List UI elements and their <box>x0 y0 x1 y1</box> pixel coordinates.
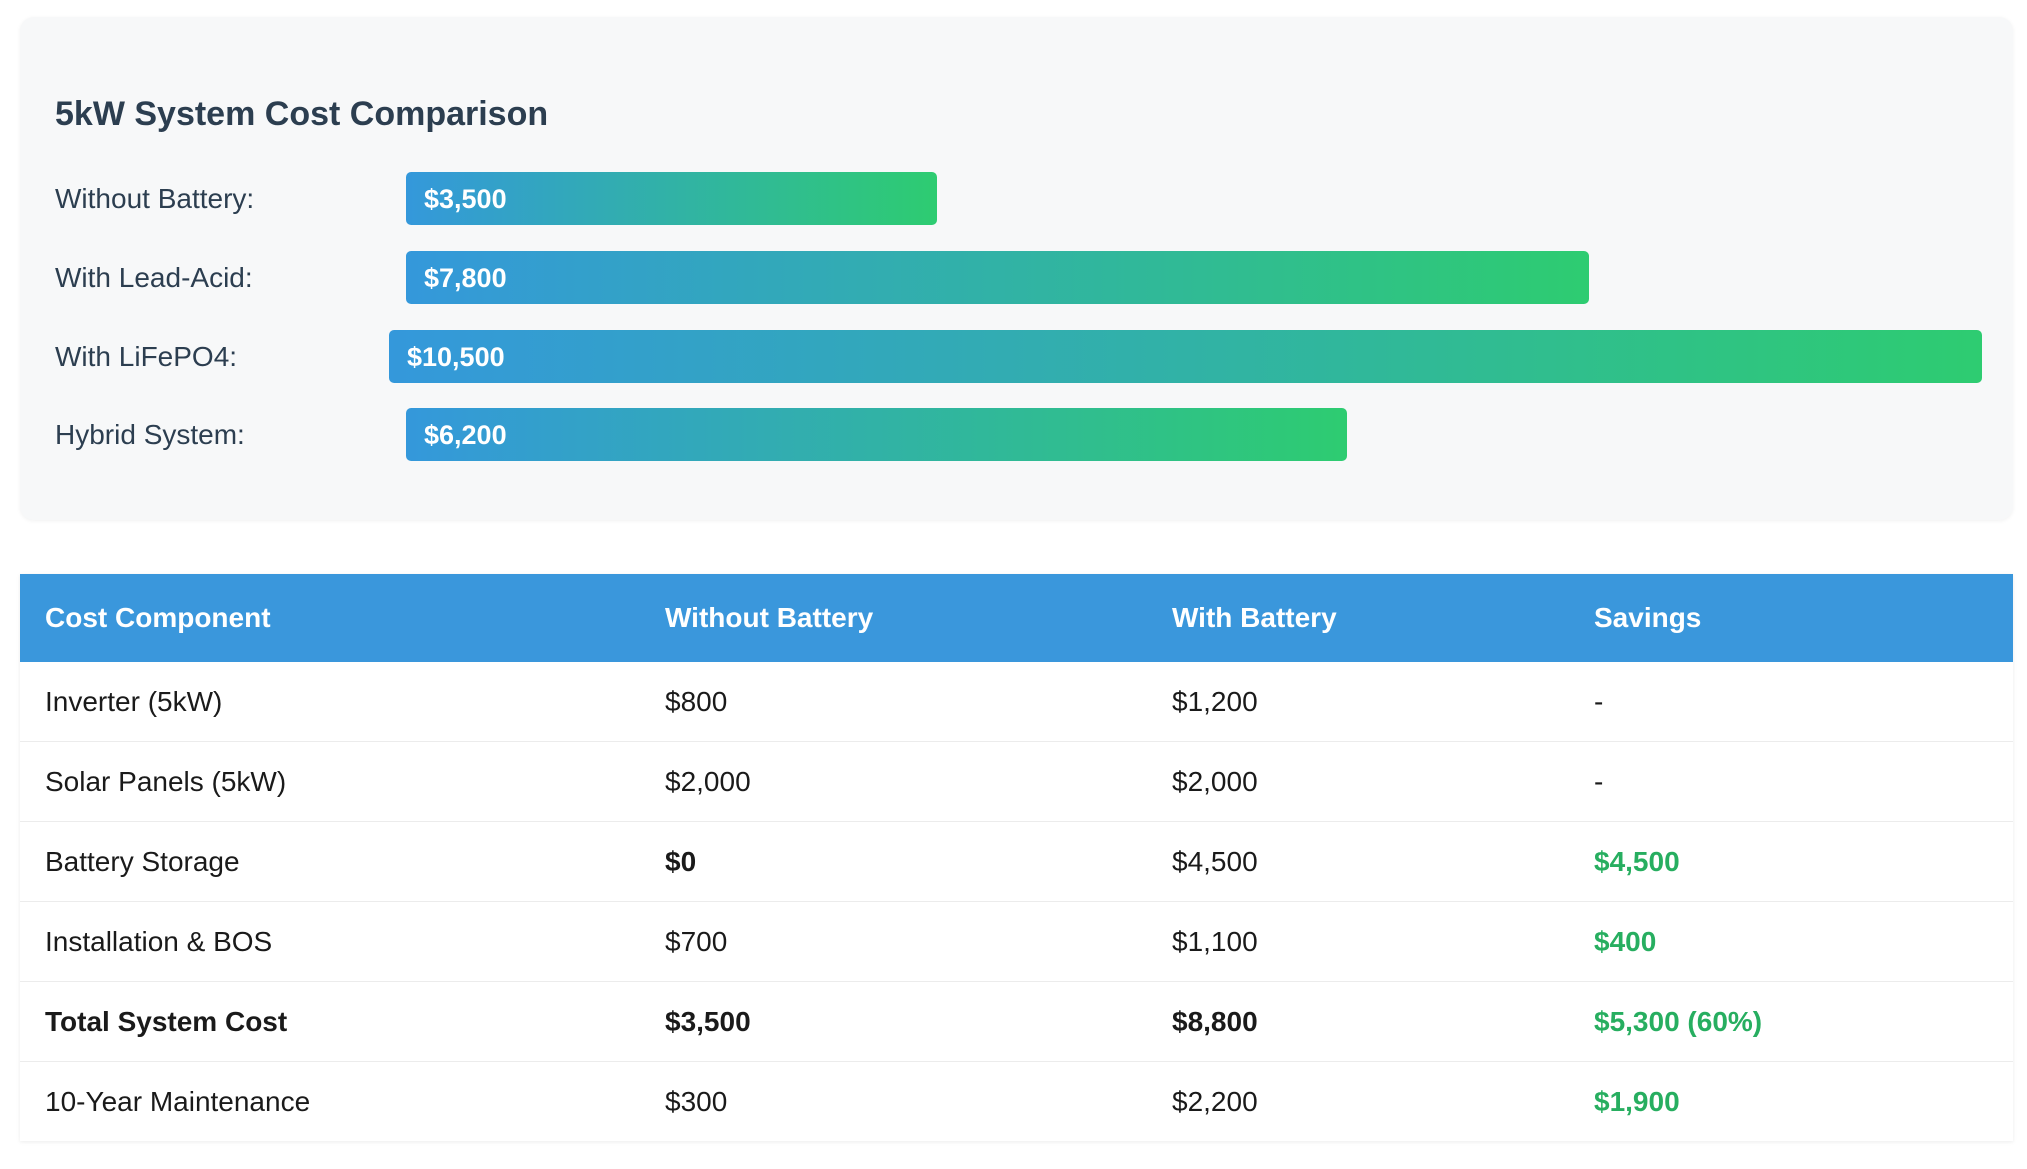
cost-comparison-chart: 5kW System Cost Comparison Without Batte… <box>20 17 2013 520</box>
with-battery-cell: $1,200 <box>1147 662 1569 742</box>
bar-label: With LiFePO4: <box>55 341 238 372</box>
chart-title: 5kW System Cost Comparison <box>55 95 549 133</box>
with-battery-cell: $8,800 <box>1147 981 1569 1062</box>
table-row: Installation & BOS $700 $1,100 $400 <box>20 901 2013 982</box>
bar-label: Hybrid System: <box>55 419 245 450</box>
without-battery-cell: $700 <box>640 901 1147 982</box>
savings-cell: $1,900 <box>1594 1085 1680 1117</box>
savings-cell: - <box>1569 741 2013 822</box>
without-battery-cell: $3,500 <box>640 981 1147 1062</box>
bar-row-without-battery: Without Battery: $3,500 <box>20 172 2013 225</box>
bar-row-hybrid: Hybrid System: $6,200 <box>20 408 2013 461</box>
bar-label: With Lead-Acid: <box>55 262 253 293</box>
bar-svg: $3,500 <box>406 172 937 225</box>
bar-value-label: $3,500 <box>424 184 507 214</box>
component-cell: Solar Panels (5kW) <box>20 741 640 822</box>
without-battery-cell: $300 <box>665 1085 728 1117</box>
column-header: Without Battery <box>640 574 1147 662</box>
table-row-total: Total System Cost $3,500 $8,800 $5,300 (… <box>20 981 2013 1062</box>
without-battery-cell: $800 <box>640 662 1147 742</box>
bar <box>406 172 937 225</box>
column-header: Cost Component <box>20 574 640 662</box>
bar-svg: $10,500 <box>389 330 1982 383</box>
with-battery-cell: $4,500 <box>1147 821 1569 902</box>
without-battery-cell: $2,000 <box>640 741 1147 822</box>
bar <box>406 251 1589 304</box>
cost-table: Cost Component Without Battery With Batt… <box>20 574 2013 1141</box>
bar-value-label: $10,500 <box>407 342 505 372</box>
column-header: With Battery <box>1147 574 1569 662</box>
table-row: Inverter (5kW) $800 $1,200 - <box>20 662 2013 742</box>
table-row: Solar Panels (5kW) $2,000 $2,000 - <box>20 741 2013 822</box>
component-cell: 10-Year Maintenance <box>45 1085 311 1117</box>
bar-svg: $6,200 <box>406 408 1347 461</box>
bar <box>406 408 1347 461</box>
bar-row-lifepo4: With LiFePO4: $10,500 <box>20 330 2013 383</box>
with-battery-cell: $2,200 <box>1172 1085 1258 1117</box>
savings-cell: $5,300 (60%) <box>1569 981 2013 1062</box>
component-cell: Battery Storage <box>20 821 640 902</box>
component-cell: Installation & BOS <box>20 901 640 982</box>
component-cell: Total System Cost <box>20 981 640 1062</box>
savings-cell: $400 <box>1569 901 2013 982</box>
bar-label: Without Battery: <box>55 183 255 214</box>
savings-cell: - <box>1569 662 2013 742</box>
savings-cell: $4,500 <box>1569 821 2013 902</box>
bar-value-label: $7,800 <box>424 263 507 293</box>
bar-svg: $7,800 <box>406 251 1589 304</box>
without-battery-cell: $0 <box>640 821 1147 902</box>
with-battery-cell: $2,000 <box>1147 741 1569 822</box>
table-row: Battery Storage $0 $4,500 $4,500 <box>20 821 2013 902</box>
bar-value-label: $6,200 <box>424 420 507 450</box>
component-cell: Inverter (5kW) <box>20 662 640 742</box>
bar-row-lead-acid: With Lead-Acid: $7,800 <box>20 251 2013 304</box>
column-header: Savings <box>1569 574 2013 662</box>
table-header-row: Cost Component Without Battery With Batt… <box>20 574 2013 662</box>
table-row: 10-Year Maintenance $300 $2,200 $1,900 <box>20 1062 2013 1142</box>
bar <box>389 330 1982 383</box>
with-battery-cell: $1,100 <box>1147 901 1569 982</box>
